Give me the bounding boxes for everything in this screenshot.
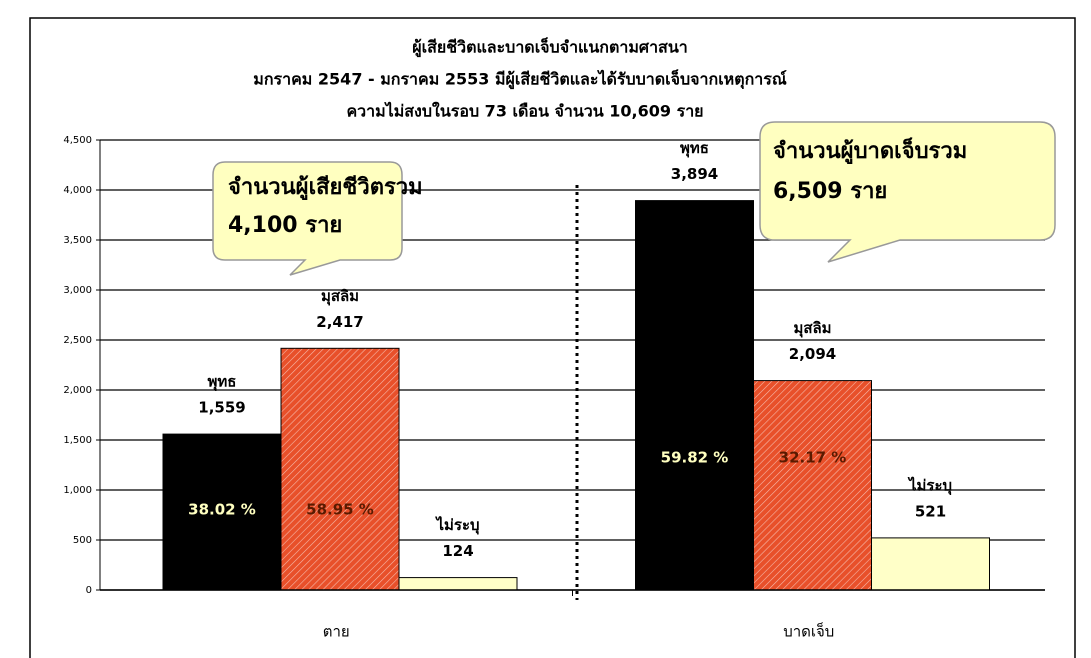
data-label: 1,559 [198,399,245,417]
data-label: 521 [915,502,946,520]
bar [398,577,518,591]
callout [759,121,1056,263]
y-tick-label: 0 [86,585,92,596]
series-label: ไม่ระบุ [434,515,479,535]
y-tick-label: 4,500 [63,135,92,146]
callout-text: จำนวนผู้เสียชีวิตรวม [228,175,423,201]
callout [212,161,403,276]
data-label: 2,094 [789,345,836,363]
callout-text: 6,509 ราย [773,179,887,204]
chart-title: ความไม่สงบในรอบ 73 เดือน จำนวน 10,609 รา… [346,102,703,121]
series-label: ไม่ระบุ [907,475,952,495]
y-tick-label: 500 [73,535,92,546]
series-label: มุสลิม [321,287,359,306]
series-label: มุสลิม [793,319,831,338]
y-tick-label: 1,000 [63,485,92,496]
callout-text: จำนวนผู้บาดเจ็บรวม [773,136,967,165]
percent-label: 58.95 % [306,501,374,519]
chart-title: ผู้เสียชีวิตและบาดเจ็บจำแนกตามศาสนา [412,36,688,59]
y-tick-label: 3,000 [63,285,92,296]
chart-title: มกราคม 2547 - มกราคม 2553 มีผู้เสียชีวิต… [253,68,787,91]
data-label: 2,417 [316,313,363,331]
bar [635,200,754,591]
y-tick-label: 4,000 [63,185,92,196]
series-label: พุทธ [208,373,237,392]
bar [753,380,872,591]
percent-label: 32.17 % [779,449,847,467]
y-tick-label: 2,000 [63,385,92,396]
series-label: พุทธ [680,139,709,158]
frame [29,17,1076,658]
y-tick-label: 3,500 [63,235,92,246]
y-tick-label: 2,500 [63,335,92,346]
bar [871,537,990,591]
data-label: 3,894 [671,165,718,183]
x-tick-label: ตาย [323,623,350,641]
y-tick-label: 1,500 [63,435,92,446]
bar [280,347,400,591]
percent-label: 59.82 % [661,449,729,467]
callout-text: 4,100 ราย [228,213,342,238]
percent-label: 38.02 % [188,501,256,519]
x-tick-label: บาดเจ็บ [783,622,834,641]
plot: 0 500 1,000 1,500 2,000 2,500 3,000 3,500 4,000 4… [63,135,1045,641]
data-label: 124 [442,542,473,560]
